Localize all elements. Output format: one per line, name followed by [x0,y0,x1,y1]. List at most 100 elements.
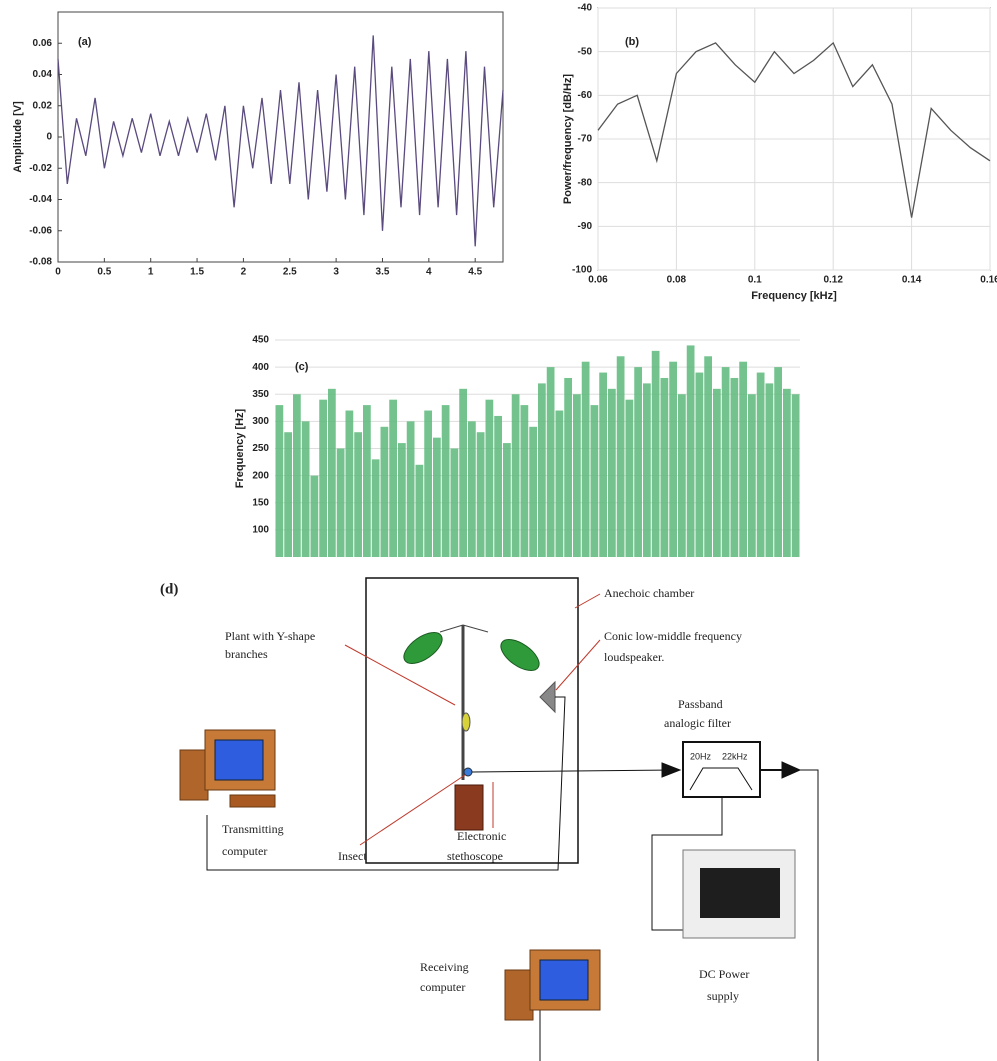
bar [546,367,555,557]
pointer [359,774,466,846]
y-tick-label: -100 [572,265,592,276]
bar [328,388,336,557]
label: Plant with Y-shape [225,629,315,643]
bar [704,356,712,557]
x-axis-label: Frequency [kHz] [751,290,837,302]
label: computer [222,844,267,858]
leaf [403,631,443,665]
diagram-labels: (d) Anechoic chamber Conic low-middle fr… [160,581,749,1002]
x-tick-label: 0.16 [980,275,997,286]
y-axis-label: Frequency [Hz] [234,408,246,488]
bar [669,361,677,557]
x-tick-label: 0.1 [748,275,762,286]
bar [695,372,704,557]
y-tick-label: -80 [578,177,593,188]
y-tick-label: 0 [46,132,52,143]
y-tick-label: -90 [578,221,593,232]
bar [450,448,459,557]
y-tick-label: -0.08 [29,257,52,268]
x-tick-label: 0.12 [823,275,843,286]
y-tick-label: -50 [578,46,593,57]
bar [660,377,669,557]
bar [590,405,599,557]
bar [380,426,389,557]
y-tick-label: -60 [578,90,593,101]
bar [363,405,371,557]
bar [336,448,345,557]
label: supply [707,989,739,1003]
bar [774,367,782,557]
bar [765,383,774,557]
filter-box [682,741,761,798]
bar [441,405,450,557]
bar [739,361,747,557]
loudspeaker [539,680,556,714]
stethoscope [463,767,473,777]
branch [462,624,489,633]
y-axis-label: Amplitude [V] [12,101,24,173]
bar [354,432,362,557]
bar [634,367,642,557]
panel-label: (c) [295,361,309,373]
bar [555,410,564,557]
bar [616,356,625,557]
bar [424,410,432,557]
y-tick-label: -70 [578,134,593,145]
pointer [344,644,456,706]
plot-area [57,11,504,263]
bar [485,399,494,557]
bar [406,421,415,557]
panel-label: (b) [625,36,639,48]
y-tick-label: 0.02 [33,100,53,111]
label: Passband [678,697,723,711]
pointer [574,593,601,609]
panel: 100 150 200 250 300 350 400 450 (c) Frequency [Hz… [234,335,800,557]
bar [564,377,572,557]
chamber-box [365,577,579,864]
bar [625,399,634,557]
label: Conic low-middle frequency [604,629,742,643]
arrow [781,761,802,779]
x-tick-label: 0.06 [588,275,608,286]
bar [678,394,686,557]
bar [730,377,739,557]
y-tick-label: -40 [578,3,593,14]
branch [439,624,464,633]
label: analogic filter [664,716,731,730]
bar [651,350,660,557]
bar [791,394,800,557]
bar [398,443,406,557]
label: DC Power [699,967,749,981]
y-tick-label: 450 [252,335,269,346]
y-tick-label: 100 [252,525,269,536]
label: 20Hz [690,751,712,761]
pot [454,784,484,831]
label: branches [225,647,268,661]
x-tick-label: 2 [241,267,247,278]
y-tick-label: 250 [252,443,269,454]
y-tick-label: -0.02 [29,163,52,174]
bar [476,432,485,557]
label: 22kHz [722,751,748,761]
x-tick-label: 1.5 [190,267,204,278]
x-tick-label: 0.08 [667,275,687,286]
bar [608,388,616,557]
arrow [661,762,682,778]
bar [599,372,607,557]
filter-shape [689,767,753,791]
y-tick-label: -0.06 [29,225,52,236]
bar [538,383,546,557]
label: loudspeaker. [604,650,664,664]
receiving-pc [504,949,601,1021]
x-tick-label: 0.14 [902,275,922,286]
bar [389,399,397,557]
label: Transmitting [222,822,284,836]
y-tick-label: 0.06 [33,38,53,49]
diagram [179,577,819,1061]
y-tick-label: -0.04 [29,194,52,205]
bar [319,399,327,557]
wire [206,696,566,871]
label: Electronic [457,829,506,843]
pointers [344,593,601,846]
